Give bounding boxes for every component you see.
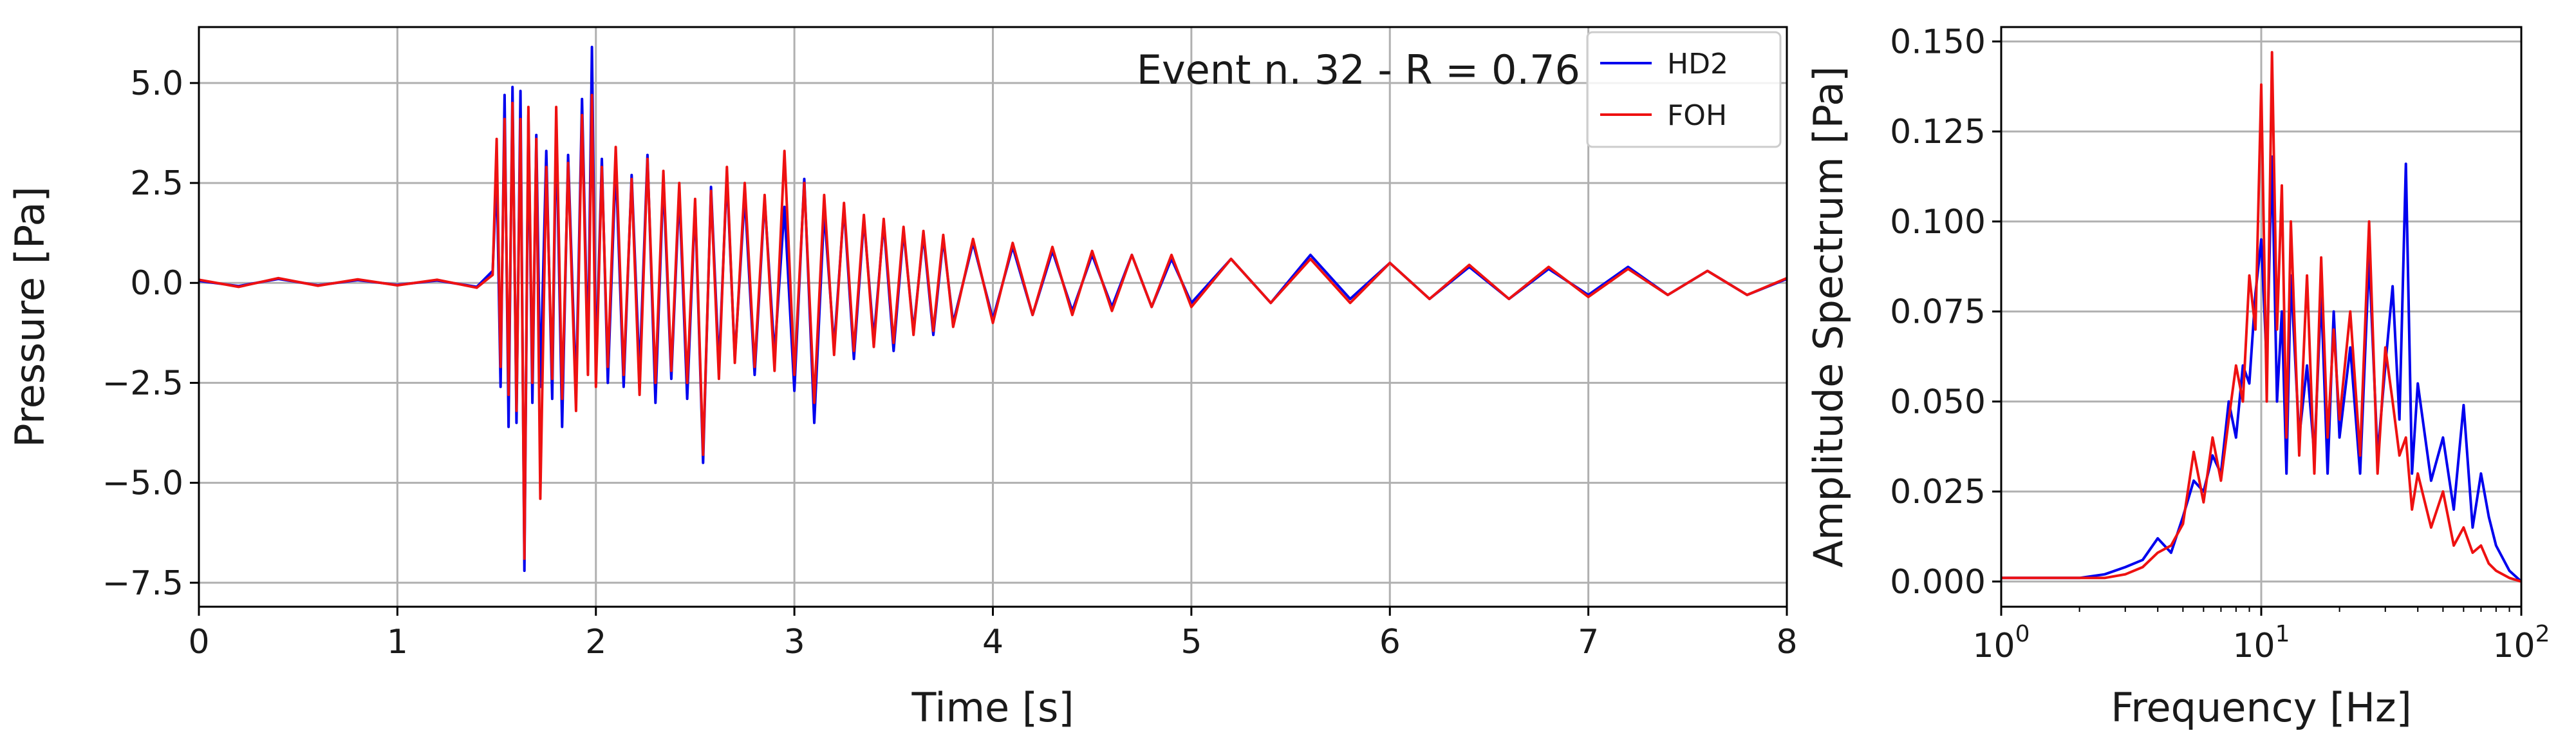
y-tick-label-4: 0.100 — [1890, 203, 1986, 242]
x-tick-label-2: 102 — [2492, 621, 2550, 665]
y-tick-label-0: −7.5 — [102, 564, 183, 603]
x-tick-label-6: 6 — [1379, 623, 1401, 661]
legend-label-foh: FOH — [1667, 99, 1727, 132]
series-line-foh — [2001, 51, 2521, 583]
x-tick-label-5: 5 — [1181, 623, 1202, 661]
series-line-foh — [199, 93, 1787, 560]
y-tick-label-5: 0.125 — [1890, 113, 1986, 151]
spectrum-x-axis-label: Frequency [Hz] — [2111, 684, 2412, 731]
y-tick-label-2: −2.5 — [102, 364, 183, 403]
x-tick-label-1: 1 — [387, 623, 408, 661]
x-tick-label-2: 2 — [585, 623, 606, 661]
legend: HD2 FOH — [1586, 31, 1782, 148]
x-tick-label-3: 3 — [784, 623, 805, 661]
y-tick-label-6: 0.150 — [1890, 23, 1986, 61]
spectrum-plot-area — [2001, 51, 2521, 583]
y-tick-label-1: −5.0 — [102, 464, 183, 503]
y-tick-label-2: 0.050 — [1890, 383, 1986, 421]
x-tick-label-8: 8 — [1776, 623, 1797, 661]
series-line-hd2 — [2001, 155, 2521, 583]
y-tick-label-4: 2.5 — [130, 164, 183, 203]
x-tick-label-1: 101 — [2232, 621, 2290, 665]
y-tick-label-0: 0.000 — [1890, 563, 1986, 602]
x-tick-label-0: 100 — [1972, 621, 2030, 665]
spectrum-y-axis-label: Amplitude Spectrum [Pa] — [1805, 66, 1852, 568]
legend-label-hd2: HD2 — [1667, 48, 1728, 81]
spectrum-ticks: 100 101 102 0.000 0.025 0.050 0.075 0.100 0.125 0… — [1890, 23, 2550, 665]
amplitude-spectrum-chart: 100 101 102 0.000 0.025 0.050 0.075 0.100 0.125 0… — [1805, 23, 2550, 731]
x-tick-label-0: 0 — [188, 623, 209, 661]
pressure-x-axis-label: Time [s] — [911, 684, 1074, 731]
pressure-time-chart: 0 1 2 3 4 5 6 7 8 −7.5 −5.0 −2.5 0.0 2.5 5.0 Event n. … — [6, 26, 1798, 731]
pressure-y-axis-label: Pressure [Pa] — [6, 186, 53, 447]
pressure-plot-area — [199, 46, 1787, 573]
y-tick-label-5: 5.0 — [130, 64, 183, 103]
x-tick-label-4: 4 — [982, 623, 1003, 661]
event-annotation: Event n. 32 - R = 0.76 — [1137, 46, 1580, 93]
pressure-ticks: 0 1 2 3 4 5 6 7 8 −7.5 −5.0 −2.5 0.0 2.5 5.0 — [102, 64, 1798, 661]
y-tick-label-3: 0.0 — [130, 264, 183, 303]
legend-box — [1586, 31, 1782, 148]
y-tick-label-3: 0.075 — [1890, 293, 1986, 332]
y-tick-label-1: 0.025 — [1890, 473, 1986, 511]
x-tick-label-7: 7 — [1578, 623, 1599, 661]
